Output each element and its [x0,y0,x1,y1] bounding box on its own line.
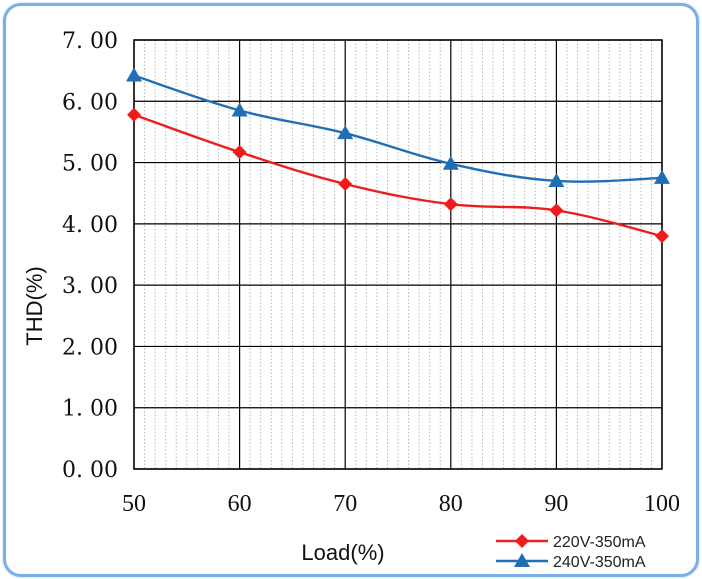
chart-frame [3,3,699,577]
data-point [126,67,142,82]
major-grid [133,39,663,470]
legend: 220V-350mA 240V-350mA [496,534,646,571]
x-tick-label: 70 [333,491,357,517]
series-220V-350mA [127,107,669,244]
data-point [232,145,247,160]
data-point [443,197,458,212]
y-tick-label: 5. 00 [62,152,118,177]
series-240V-350mA [126,67,670,187]
x-tick-label: 100 [644,491,680,517]
y-tick-label: 7. 00 [62,29,118,54]
minor-grid [144,40,652,469]
data-point [337,125,354,140]
y-tick-label: 2. 00 [62,335,118,360]
legend-label: 220V-350mA [553,534,646,551]
data-point [127,107,141,122]
data-point [548,172,565,187]
legend-marker [514,553,530,567]
x-tick-labels: 50 60 70 80 90 100 [122,491,680,517]
y-tick-label: 3. 00 [62,274,118,299]
x-tick-label: 90 [544,491,568,517]
legend-marker [515,534,529,548]
y-tick-label: 1. 00 [62,397,118,422]
data-point [231,102,248,117]
series-line [133,113,663,238]
x-tick-label: 80 [439,491,463,517]
y-axis-title: THD(%) [22,266,47,345]
data-point [549,203,564,218]
plot-border [133,39,663,470]
y-tick-labels: 0. 00 1. 00 2. 00 3. 00 4. 00 5. 00 6. 00 7. 00 [62,29,118,483]
x-tick-label: 60 [228,491,252,517]
x-tick-label: 50 [122,491,146,517]
data-point [442,155,459,170]
y-tick-label: 4. 00 [62,213,118,238]
series-layer [126,67,670,244]
data-point [655,229,669,244]
legend-label: 240V-350mA [553,554,646,571]
data-point [654,169,670,184]
data-point [338,177,353,192]
y-tick-label: 6. 00 [62,90,118,115]
x-axis-title: Load(%) [301,540,384,565]
series-line [133,74,663,183]
y-tick-label: 0. 00 [62,458,118,483]
